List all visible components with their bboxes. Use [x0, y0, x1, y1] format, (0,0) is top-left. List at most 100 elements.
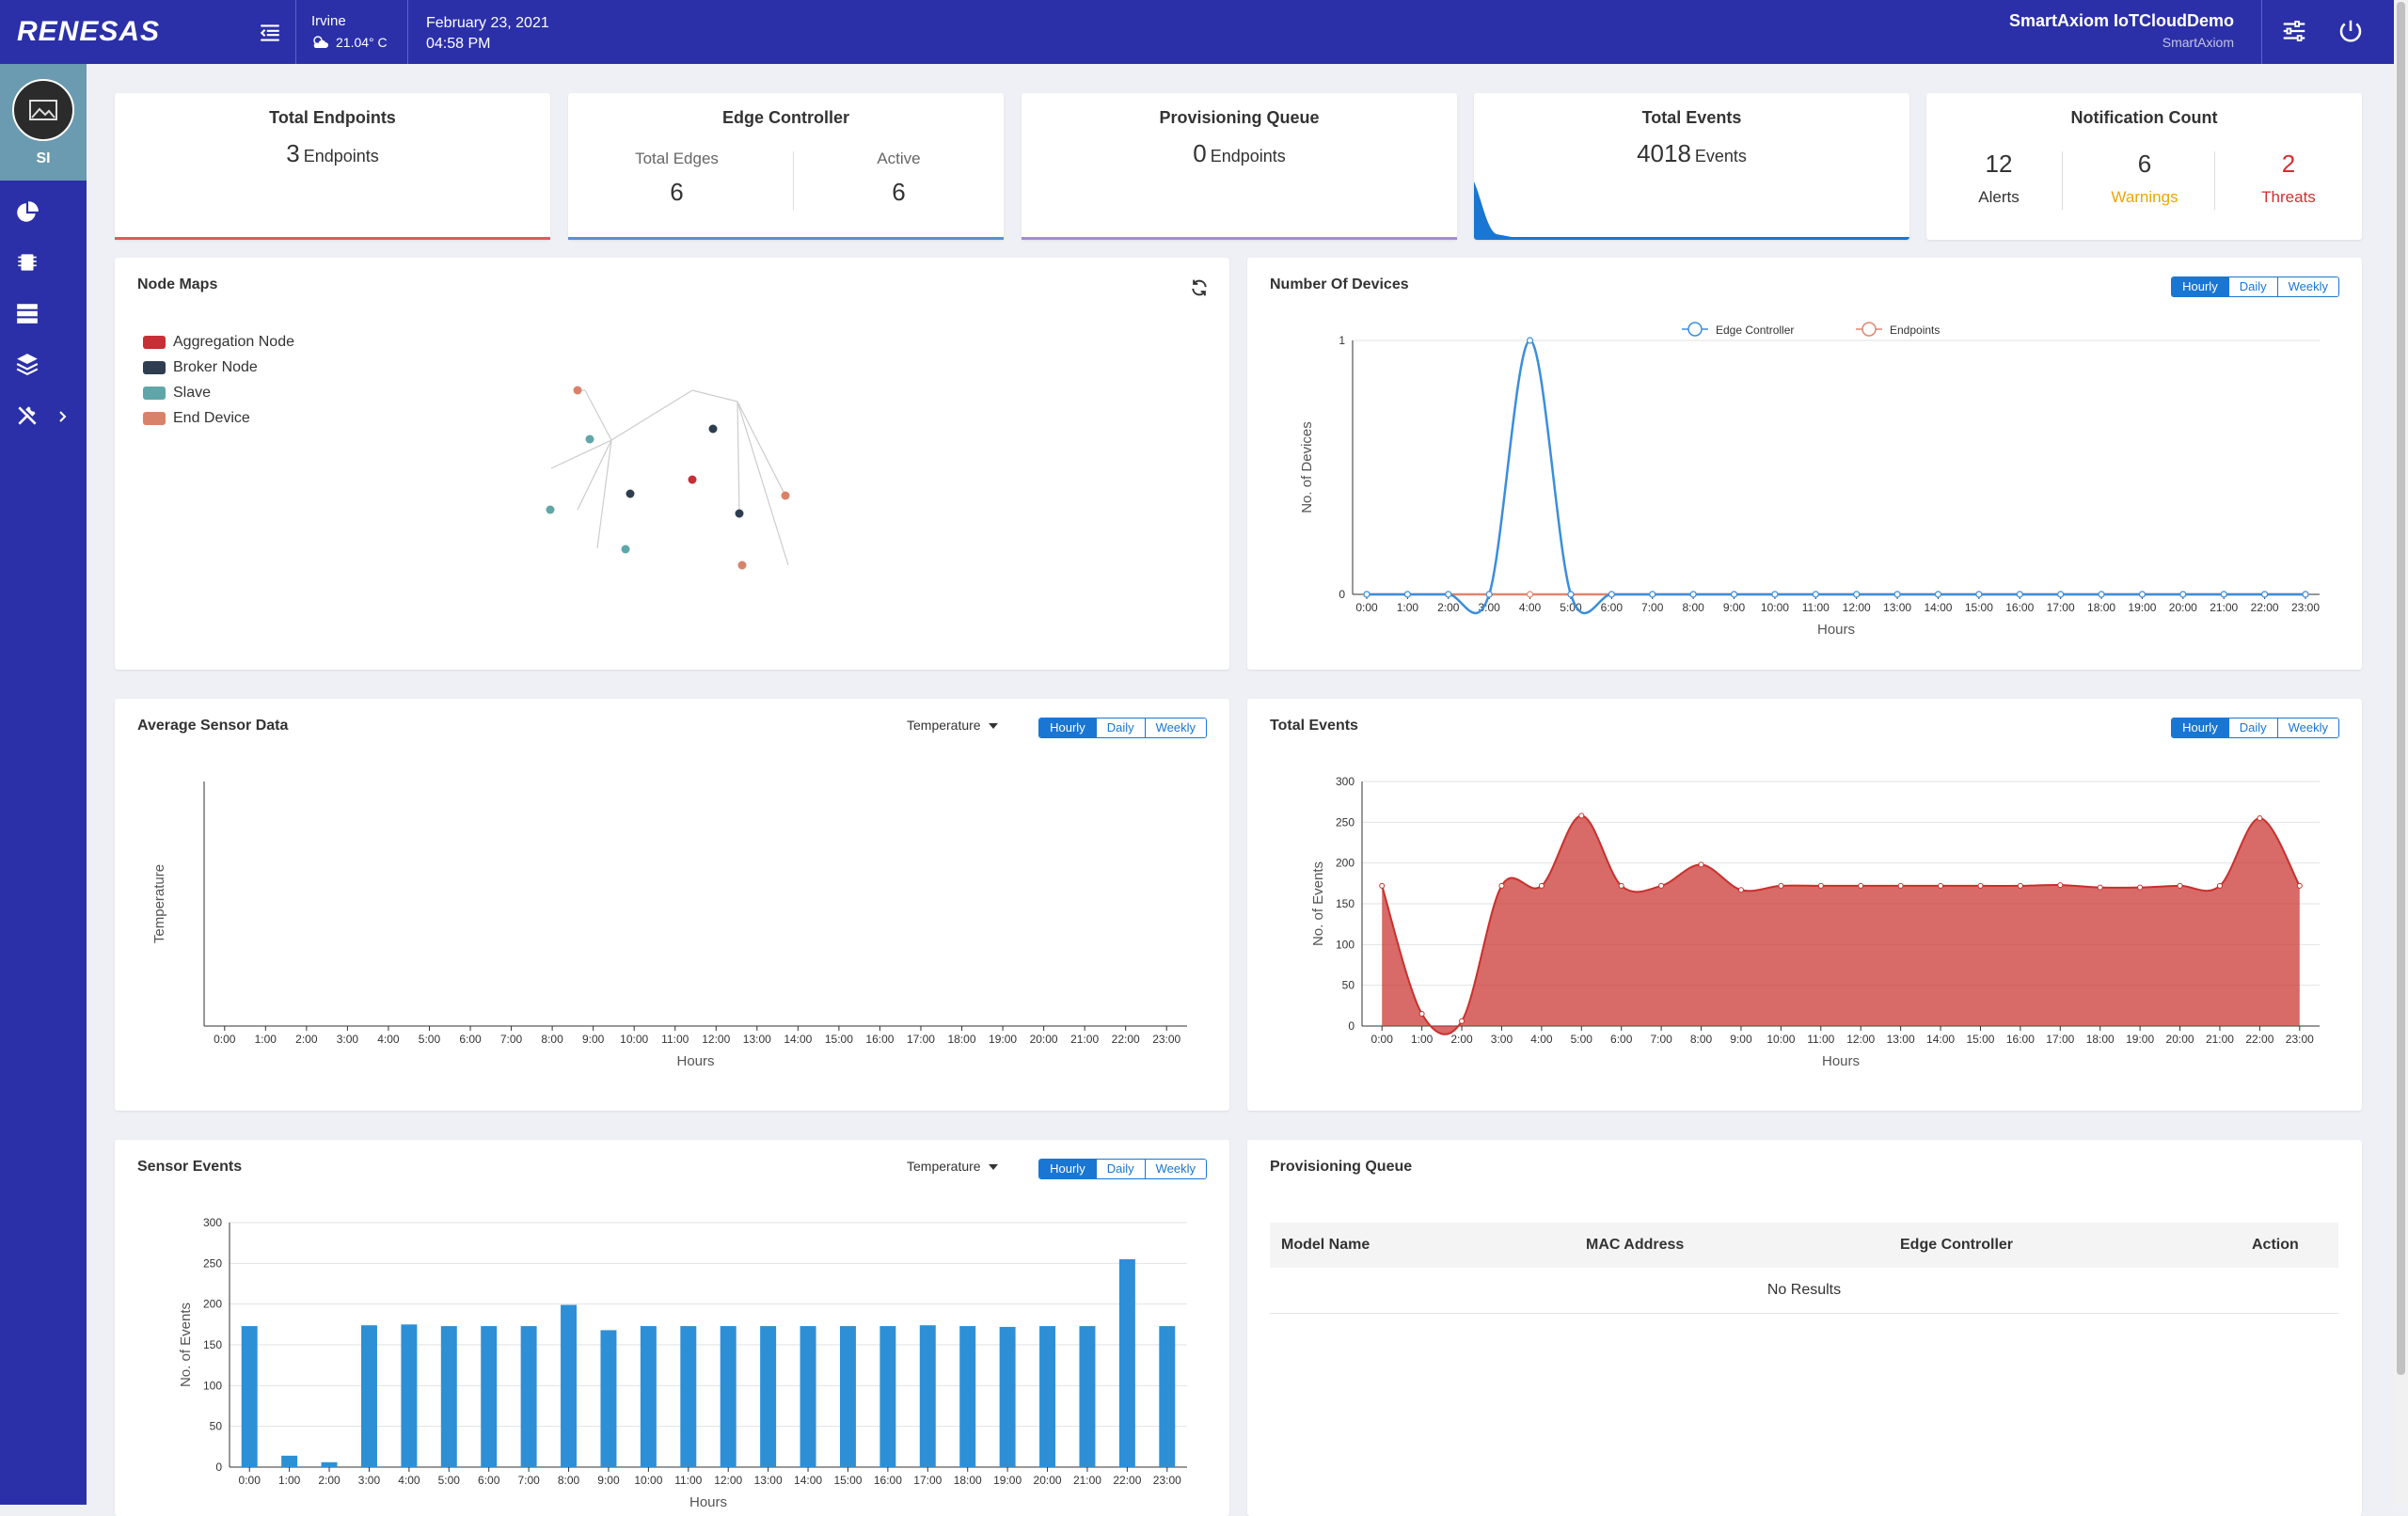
broker-node[interactable]: [735, 509, 744, 518]
data-point: [1698, 861, 1704, 868]
column-header[interactable]: MAC Address: [1575, 1223, 1889, 1268]
x-tick-label: 21:00: [1070, 1033, 1099, 1046]
refresh-icon[interactable]: [1190, 278, 1209, 297]
range-toggle[interactable]: Hourly Daily Weekly: [2171, 718, 2339, 738]
y-tick-label: 300: [203, 1216, 222, 1229]
notification-count-card[interactable]: Notification Count 12 Alerts 6 Warnings …: [1926, 93, 2362, 240]
edge-controller-card[interactable]: Edge Controller Total Edges 6 Active 6: [568, 93, 1004, 240]
bar: [520, 1326, 537, 1467]
data-point: [1858, 882, 1864, 889]
column-header[interactable]: Model Name: [1270, 1223, 1575, 1268]
bar: [1118, 1259, 1135, 1467]
slave-node[interactable]: [621, 545, 630, 554]
chip-icon[interactable]: [15, 250, 40, 275]
hourly-button[interactable]: Hourly: [1039, 1160, 1096, 1178]
broker-node[interactable]: [708, 424, 718, 434]
x-tick-label: 1:00: [1397, 601, 1419, 614]
legend-item[interactable]: Broker Node: [143, 355, 294, 380]
x-tick-label: 8:00: [1682, 601, 1704, 614]
weekly-button[interactable]: Weekly: [2276, 719, 2338, 737]
data-point: [1567, 591, 1575, 598]
x-tick-label: 12:00: [1843, 601, 1871, 614]
sensor-events-panel: Sensor Events Temperature Hourly Daily W…: [115, 1140, 1229, 1516]
end-device-node[interactable]: [737, 561, 747, 570]
sidebar: SI: [0, 64, 87, 1505]
y-tick-label: 250: [1336, 815, 1354, 829]
broker-node[interactable]: [626, 489, 635, 498]
data-point: [1363, 591, 1370, 598]
card-title: Total Endpoints: [269, 108, 396, 127]
daily-button[interactable]: Daily: [1095, 719, 1145, 737]
divider: [2062, 151, 2063, 210]
brand-logo[interactable]: RENESAS: [17, 16, 161, 47]
avatar[interactable]: [12, 79, 74, 141]
weekly-button[interactable]: Weekly: [1144, 1160, 1206, 1178]
daily-button[interactable]: Daily: [1095, 1160, 1145, 1178]
user-name: SmartAxiom IoTCloudDemo: [2008, 11, 2234, 30]
menu-collapse-icon[interactable]: [258, 21, 282, 45]
profile-box[interactable]: SI: [0, 64, 87, 181]
total-endpoints-card[interactable]: Total Endpoints 3 Endpoints: [115, 93, 550, 240]
y-tick-label: 200: [1336, 857, 1354, 870]
tools-icon[interactable]: [15, 403, 40, 428]
settings-sliders-icon[interactable]: [2280, 17, 2308, 45]
card-accent: [568, 237, 1004, 240]
total-events-card[interactable]: Total Events 4018 Events: [1474, 93, 1909, 240]
range-toggle[interactable]: Hourly Daily Weekly: [2171, 276, 2339, 297]
bar: [321, 1461, 338, 1467]
aggregation-node[interactable]: [688, 475, 697, 484]
daily-button[interactable]: Daily: [2227, 719, 2277, 737]
range-toggle[interactable]: Hourly Daily Weekly: [1038, 1159, 1207, 1179]
total-events-panel: Total Events Hourly Daily Weekly 0 50 100 1…: [1247, 699, 2362, 1111]
sensor-type-select[interactable]: Temperature: [907, 718, 998, 733]
data-point: [1730, 591, 1738, 598]
page-scrollbar[interactable]: [2394, 0, 2408, 1505]
power-icon[interactable]: [2337, 17, 2365, 45]
hourly-button[interactable]: Hourly: [2172, 277, 2228, 296]
node-graph: [546, 386, 790, 570]
scrollbar-thumb[interactable]: [2397, 2, 2405, 1375]
legend-item[interactable]: Slave: [143, 380, 294, 405]
caret-down-icon: [988, 1164, 998, 1171]
bar: [440, 1326, 457, 1467]
data-point: [1689, 591, 1697, 598]
unit-label: Endpoints: [303, 147, 379, 166]
user-info[interactable]: SmartAxiom IoTCloudDemo SmartAxiom: [2009, 11, 2234, 50]
server-icon[interactable]: [15, 301, 40, 325]
x-tick-label: 22:00: [2245, 1033, 2273, 1046]
pie-chart-icon[interactable]: [15, 200, 40, 225]
bar: [600, 1330, 617, 1467]
hourly-button[interactable]: Hourly: [1039, 719, 1096, 737]
slave-node[interactable]: [546, 505, 555, 514]
data-point: [1934, 591, 1942, 598]
series-line: [1367, 339, 2305, 615]
layers-icon[interactable]: [15, 352, 40, 376]
y-tick-label: 0: [1339, 588, 1345, 601]
range-toggle[interactable]: Hourly Daily Weekly: [1038, 718, 1207, 738]
slave-node[interactable]: [585, 434, 594, 444]
sensor-type-select[interactable]: Temperature: [907, 1159, 998, 1174]
y-tick-label: 200: [203, 1298, 222, 1311]
legend-item[interactable]: End Device: [143, 405, 294, 431]
chevron-right-icon[interactable]: [56, 410, 70, 423]
end-device-node[interactable]: [781, 491, 790, 500]
legend-swatch: [143, 411, 166, 425]
x-tick-label: 18:00: [2086, 1033, 2115, 1046]
x-tick-label: 0:00: [214, 1033, 236, 1046]
end-device-node[interactable]: [573, 386, 582, 395]
panel-title: Sensor Events: [137, 1159, 243, 1175]
x-tick-label: 14:00: [1926, 1033, 1955, 1046]
provisioning-queue-card[interactable]: Provisioning Queue 0 Endpoints: [1022, 93, 1457, 240]
hourly-button[interactable]: Hourly: [2172, 719, 2228, 737]
weekly-button[interactable]: Weekly: [2276, 277, 2338, 296]
data-point: [2138, 591, 2147, 598]
daily-button[interactable]: Daily: [2227, 277, 2277, 296]
column-header[interactable]: Edge Controller: [1889, 1223, 2241, 1268]
x-tick-label: 7:00: [517, 1474, 540, 1487]
weekly-button[interactable]: Weekly: [1144, 719, 1206, 737]
legend-label: Aggregation Node: [173, 333, 294, 350]
x-tick-label: 14:00: [794, 1474, 822, 1487]
legend-item[interactable]: Aggregation Node: [143, 329, 294, 355]
legend-swatch: [143, 335, 166, 349]
x-tick-label: 3:00: [1491, 1033, 1513, 1046]
